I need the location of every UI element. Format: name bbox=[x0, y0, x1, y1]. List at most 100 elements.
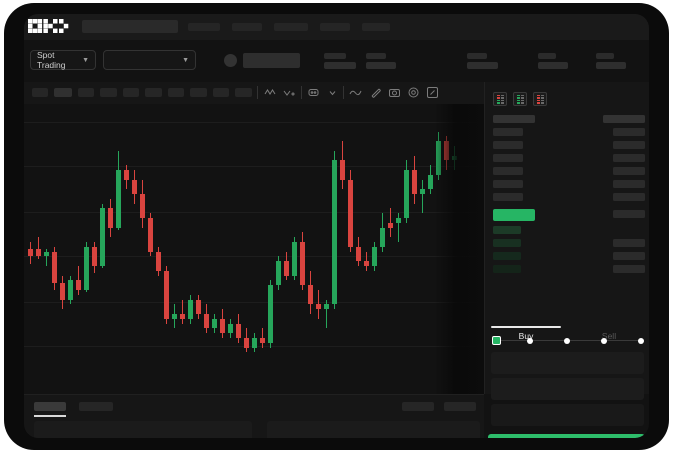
bottom-card-2[interactable] bbox=[267, 421, 480, 438]
order-form-tabs: Buy Sell bbox=[485, 326, 649, 348]
interval-button-10[interactable] bbox=[235, 88, 252, 97]
bottom-card-1[interactable] bbox=[34, 421, 252, 438]
tab-buy[interactable]: Buy bbox=[518, 331, 534, 341]
settings-icon[interactable] bbox=[407, 86, 420, 99]
template-icon[interactable] bbox=[307, 86, 320, 99]
eraser-icon[interactable] bbox=[369, 86, 382, 99]
candle bbox=[92, 104, 97, 394]
orderbook-ask-row[interactable] bbox=[493, 167, 523, 175]
orderbook-bid-row[interactable] bbox=[493, 265, 521, 273]
orderbook-ask-row[interactable] bbox=[493, 193, 523, 201]
candle bbox=[36, 104, 41, 394]
stat-3-value bbox=[467, 62, 498, 69]
search-input[interactable] bbox=[82, 20, 178, 33]
stat-5-value bbox=[596, 62, 626, 69]
candle bbox=[228, 104, 233, 394]
camera-icon[interactable] bbox=[388, 86, 401, 99]
bottom-action-1[interactable] bbox=[402, 402, 434, 411]
candle bbox=[428, 104, 433, 394]
candle bbox=[356, 104, 361, 394]
bottom-tab-underline bbox=[34, 415, 66, 417]
chevron-down-icon[interactable] bbox=[326, 86, 339, 99]
slider-stop-75[interactable] bbox=[601, 337, 607, 344]
indicator-icon[interactable] bbox=[264, 86, 277, 99]
candle bbox=[276, 104, 281, 394]
submit-buy-button[interactable] bbox=[488, 434, 645, 438]
candle bbox=[316, 104, 321, 394]
candle bbox=[292, 104, 297, 394]
candle bbox=[116, 104, 121, 394]
avatar-icon[interactable] bbox=[224, 54, 237, 67]
fullscreen-icon[interactable] bbox=[426, 86, 439, 99]
interval-button-5[interactable] bbox=[123, 88, 139, 97]
candle bbox=[372, 104, 377, 394]
order-field-1[interactable] bbox=[491, 352, 644, 374]
order-field-2[interactable] bbox=[491, 378, 644, 400]
nav-item-2[interactable] bbox=[232, 23, 262, 31]
interval-button-2[interactable] bbox=[54, 88, 72, 97]
compare-icon[interactable] bbox=[283, 86, 296, 99]
interval-button-3[interactable] bbox=[78, 88, 94, 97]
bottom-orders-panel bbox=[24, 394, 484, 438]
gridline-0 bbox=[24, 122, 484, 123]
slider-stop-25[interactable] bbox=[527, 337, 533, 344]
orderbook-both-icon[interactable] bbox=[493, 92, 507, 106]
orderbook-ask-amount bbox=[613, 167, 645, 175]
nav-item-1[interactable] bbox=[188, 23, 220, 31]
orderbook-spread-row[interactable] bbox=[493, 209, 535, 221]
gridline-1 bbox=[24, 166, 484, 167]
orderbook-bid-amount bbox=[613, 265, 645, 273]
interval-button-6[interactable] bbox=[145, 88, 162, 97]
candle bbox=[404, 104, 409, 394]
slider-stop-100[interactable] bbox=[638, 337, 644, 344]
bottom-action-2[interactable] bbox=[444, 402, 476, 411]
stat-2-value bbox=[366, 62, 396, 69]
bottom-tab-active[interactable] bbox=[34, 402, 66, 411]
market-type-select[interactable]: Spot Trading ▼ bbox=[30, 50, 96, 70]
orderbook-bid-row[interactable] bbox=[493, 252, 521, 260]
candle bbox=[148, 104, 153, 394]
tab-sell[interactable]: Sell bbox=[601, 331, 617, 341]
orderbook-ask-amount bbox=[613, 128, 645, 136]
candle bbox=[164, 104, 169, 394]
toolbar-divider bbox=[301, 86, 302, 99]
interval-button-9[interactable] bbox=[213, 88, 229, 97]
interval-button-1[interactable] bbox=[32, 88, 48, 97]
orderbook-ask-row[interactable] bbox=[493, 154, 523, 162]
slider-handle-icon[interactable] bbox=[492, 336, 501, 345]
orderbook-ask-row[interactable] bbox=[493, 128, 523, 136]
candle bbox=[44, 104, 49, 394]
orderbook-bid-row[interactable] bbox=[493, 226, 521, 234]
pair-select[interactable]: ▼ bbox=[103, 50, 196, 70]
market-type-label: Spot Trading bbox=[37, 50, 66, 70]
slider-stop-50[interactable] bbox=[564, 337, 570, 344]
okx-logo-icon[interactable] bbox=[28, 19, 70, 33]
chevron-down-icon: ▼ bbox=[182, 56, 189, 64]
candle bbox=[388, 104, 393, 394]
amount-slider[interactable] bbox=[492, 336, 644, 345]
orderbook-bid-row[interactable] bbox=[493, 239, 521, 247]
candlestick-chart[interactable] bbox=[24, 104, 484, 394]
orderbook-ask-amount bbox=[613, 141, 645, 149]
orderbook-ask-row[interactable] bbox=[493, 180, 523, 188]
candle bbox=[348, 104, 353, 394]
orderbook-asks-icon[interactable] bbox=[533, 92, 547, 106]
orderbook-bids-icon[interactable] bbox=[513, 92, 527, 106]
orderbook-ask-row[interactable] bbox=[493, 141, 523, 149]
stat-4-value bbox=[538, 62, 568, 69]
nav-item-5[interactable] bbox=[362, 23, 390, 31]
interval-button-8[interactable] bbox=[190, 88, 207, 97]
nav-item-3[interactable] bbox=[274, 23, 308, 31]
candle bbox=[84, 104, 89, 394]
candle bbox=[28, 104, 33, 394]
candle bbox=[52, 104, 57, 394]
interval-button-7[interactable] bbox=[168, 88, 184, 97]
nav-item-4[interactable] bbox=[320, 23, 350, 31]
line-chart-icon[interactable] bbox=[349, 86, 362, 99]
order-field-3[interactable] bbox=[491, 404, 644, 426]
bottom-tab-2[interactable] bbox=[79, 402, 113, 411]
candle bbox=[220, 104, 225, 394]
interval-button-4[interactable] bbox=[100, 88, 117, 97]
candle bbox=[156, 104, 161, 394]
